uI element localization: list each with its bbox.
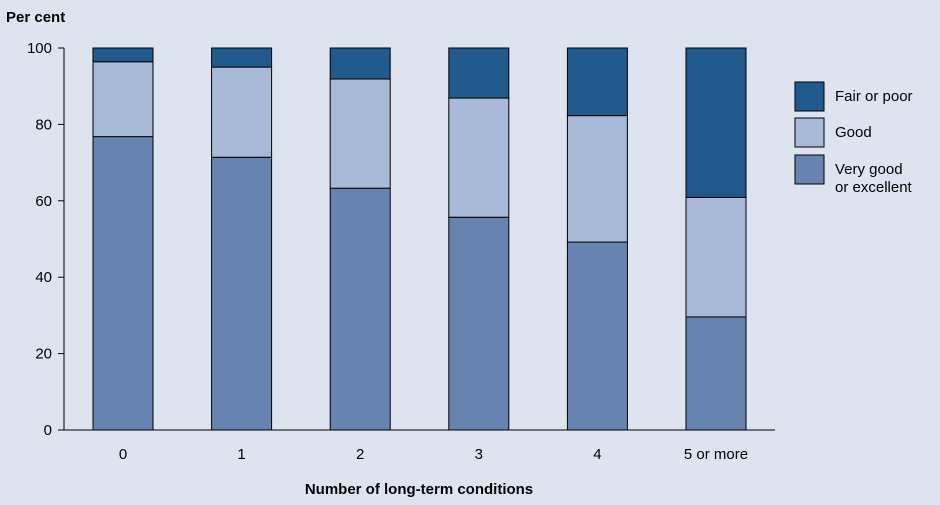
bar-segment	[566, 115, 628, 243]
bar-segment	[92, 61, 154, 138]
bar-segment	[329, 47, 391, 80]
x-tick-label: 0	[119, 446, 127, 463]
legend-label: or excellent	[835, 179, 913, 196]
legend-label: Fair or poor	[835, 88, 913, 105]
bar-segment	[329, 187, 391, 431]
y-tick-label: 40	[35, 269, 52, 286]
bar-segment	[566, 241, 628, 431]
legend-label: Very good	[835, 161, 903, 178]
bar-segment	[448, 47, 510, 99]
bar-segment	[448, 97, 510, 218]
bar-segment	[329, 78, 391, 189]
x-tick-label: 5 or more	[684, 446, 748, 463]
bar-segment	[92, 47, 154, 63]
bar-segment	[92, 136, 154, 431]
legend-swatch	[794, 81, 825, 112]
y-tick-label: 0	[44, 422, 52, 439]
y-axis-title: Per cent	[6, 9, 65, 26]
x-axis-title: Number of long-term conditions	[305, 481, 533, 498]
y-tick-label: 60	[35, 193, 52, 210]
legend-label: Good	[835, 124, 872, 141]
bar-segment	[211, 47, 273, 68]
bar-segment	[685, 316, 747, 431]
y-tick-label: 20	[35, 346, 52, 363]
x-tick-label: 1	[237, 446, 245, 463]
bar-segment	[211, 66, 273, 158]
bar-segment	[685, 47, 747, 198]
x-tick-label: 2	[356, 446, 364, 463]
bar-segment	[685, 196, 747, 318]
bar-segment	[211, 156, 273, 431]
bar-segment	[566, 47, 628, 117]
x-tick-label: 4	[593, 446, 601, 463]
legend-swatch	[794, 154, 825, 185]
legend-swatch	[794, 117, 825, 148]
bar-segment	[448, 216, 510, 431]
y-tick-label: 80	[35, 116, 52, 133]
y-tick-label: 100	[27, 40, 52, 57]
x-tick-label: 3	[475, 446, 483, 463]
